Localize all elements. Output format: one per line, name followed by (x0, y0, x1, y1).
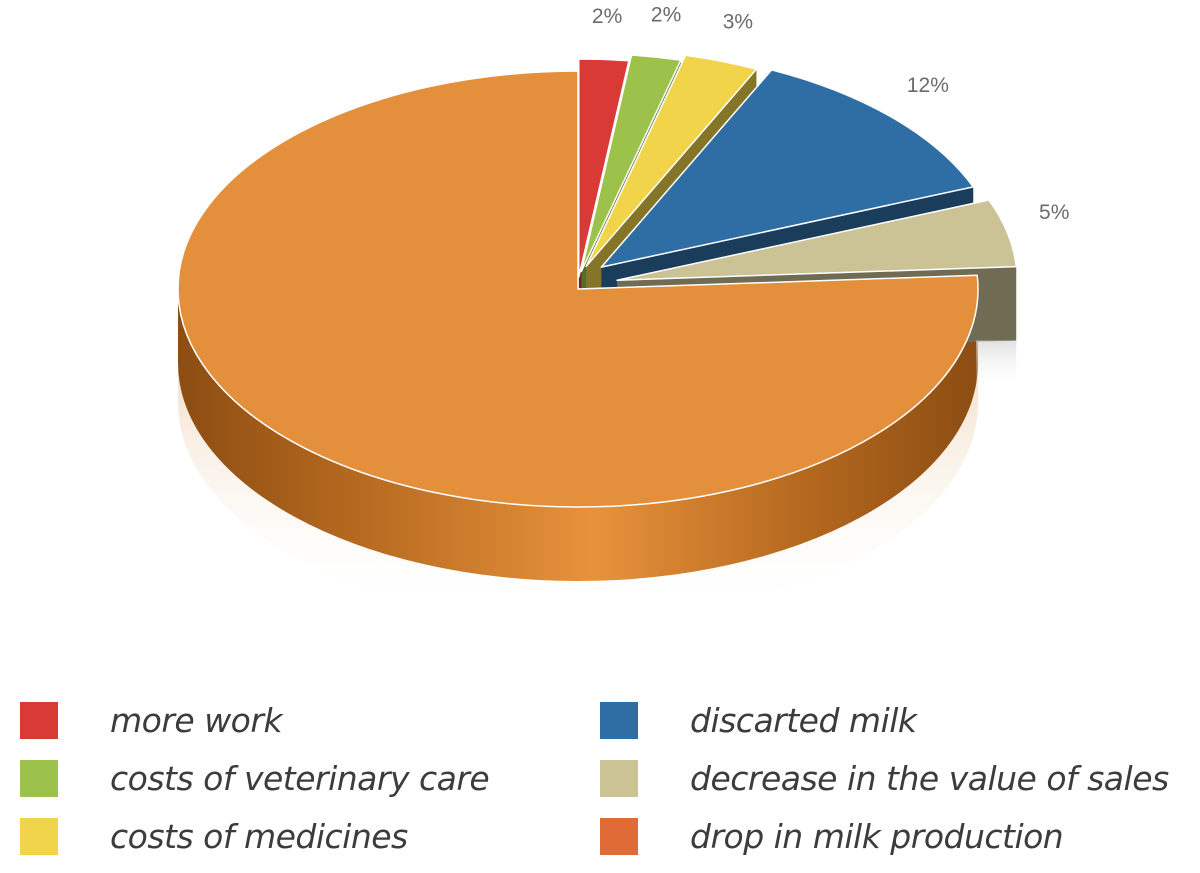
slice-value-label: 12% (907, 74, 949, 97)
pie-slice-costs-of-medicines (585, 54, 758, 268)
legend-swatch (600, 817, 638, 855)
pie-chart: 2% 2% 3% 12% 5% (177, 3, 1069, 621)
legend-item-costs-of-veterinary-care: costs of veterinary care (20, 754, 490, 802)
legend-item-more-work: more work (20, 696, 283, 744)
slice-side-drop-in-milk-production (178, 289, 978, 581)
chart-legend: more work costs of veterinary care costs… (0, 690, 1200, 873)
legend-label: costs of veterinary care (110, 758, 490, 798)
pie-floor-shadow (178, 363, 978, 621)
slice-value-label: 2% (651, 3, 681, 26)
legend-item-costs-of-medicines: costs of medicines (20, 812, 408, 860)
legend-swatch (600, 701, 638, 739)
legend-swatch (20, 701, 58, 739)
pie-slice-more-work (578, 58, 630, 278)
pie-slice-costs-of-veterinary-care (580, 54, 682, 273)
legend-swatch (600, 759, 638, 797)
legend-item-drop-in-milk-production: drop in milk production (600, 812, 1064, 860)
slice-value-label: 5% (1039, 201, 1069, 224)
pie-slice-decrease-in-the-value-of-sales (616, 199, 1017, 282)
legend-label: discarted milk (690, 700, 917, 740)
pie-slice-discarted-milk (600, 69, 974, 268)
slice-shadow (976, 340, 1017, 391)
legend-label: more work (110, 700, 283, 740)
legend-label: drop in milk production (690, 816, 1064, 856)
slice-value-label: 2% (592, 5, 622, 28)
legend-swatch (20, 817, 58, 855)
pie-slice-drop-in-milk-production (177, 70, 979, 508)
legend-label: costs of medicines (110, 816, 408, 856)
legend-item-decrease-in-the-value-of-sales: decrease in the value of sales (600, 754, 1169, 802)
slice-value-label: 3% (723, 11, 753, 34)
legend-label: decrease in the value of sales (690, 758, 1169, 798)
legend-item-discarted-milk: discarted milk (600, 696, 917, 744)
legend-swatch (20, 759, 58, 797)
